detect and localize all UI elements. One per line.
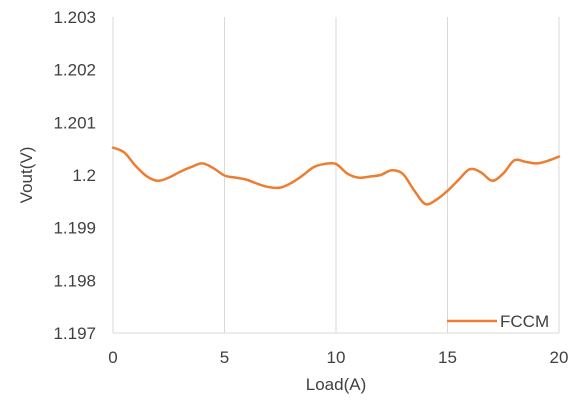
x-axis-title: Load(A) [306,375,366,394]
x-tick-label: 15 [438,348,457,367]
y-tick-label: 1.199 [53,219,96,238]
series-line-fccm [111,146,561,206]
legend: FCCM [447,312,549,331]
y-tick-labels: 1.197 1.198 1.199 1.2 1.201 1.202 1.203 [53,8,96,343]
y-tick-label: 1.202 [53,61,96,80]
y-tick-label: 1.203 [53,8,96,27]
y-tick-label: 1.201 [53,113,96,132]
series-layer [111,146,561,206]
x-tick-labels: 0 5 10 15 20 [108,348,568,367]
y-tick-label: 1.197 [53,324,96,343]
y-tick-label: 1.198 [53,271,96,290]
x-tick-label: 5 [220,348,229,367]
x-tick-label: 20 [550,348,569,367]
x-tick-label: 0 [108,348,117,367]
y-tick-label: 1.2 [72,166,96,185]
x-tick-label: 10 [327,348,346,367]
legend-label-fccm: FCCM [500,312,549,331]
y-axis-title: Vout(V) [17,147,36,204]
